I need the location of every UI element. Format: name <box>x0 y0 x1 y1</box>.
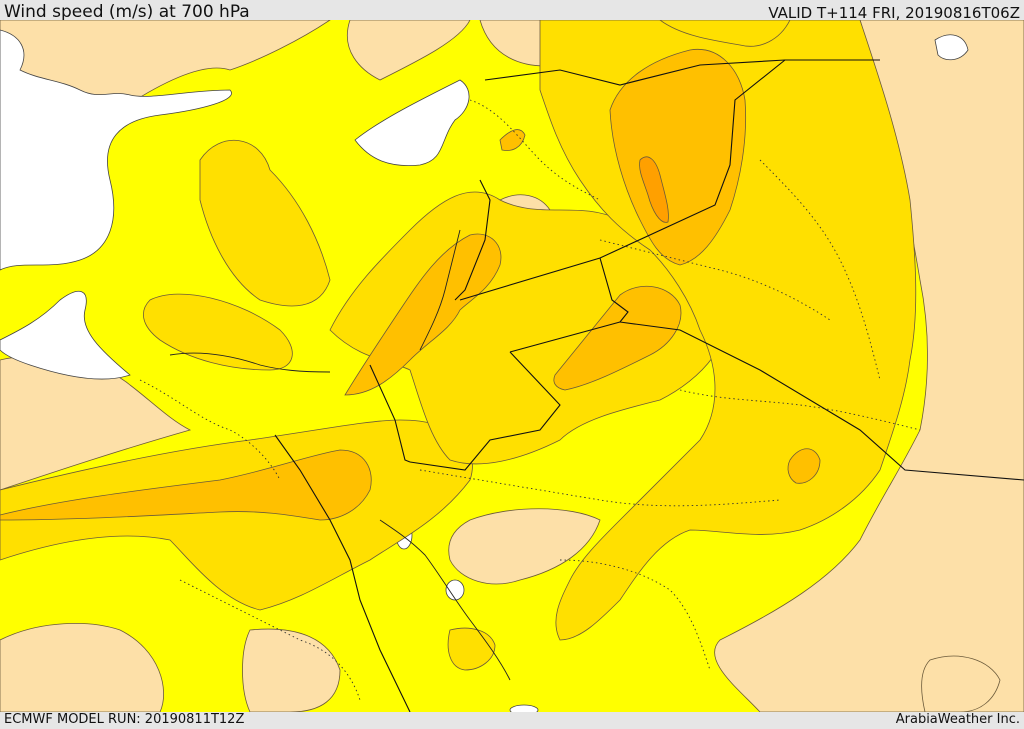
footer-bar: ECMWF MODEL RUN: 20190811T12Z ArabiaWeat… <box>0 712 1024 729</box>
wind-band-3 <box>0 48 821 521</box>
map-title: Wind speed (m/s) at 700 hPa <box>4 2 250 22</box>
wind-band-2 <box>0 20 917 671</box>
map-canvas <box>0 20 1024 712</box>
valid-time: VALID T+114 FRI, 20190816T06Z <box>768 4 1020 22</box>
weather-map <box>0 20 1024 712</box>
model-run: ECMWF MODEL RUN: 20190811T12Z <box>4 712 245 727</box>
wind-band-4 <box>639 156 669 223</box>
title-bar: Wind speed (m/s) at 700 hPa VALID T+114 … <box>0 0 1024 22</box>
provider-credit: ArabiaWeather Inc. <box>895 712 1020 727</box>
internal-boundaries <box>139 99 921 701</box>
country-borders <box>274 59 1024 712</box>
coastlines <box>169 229 511 681</box>
